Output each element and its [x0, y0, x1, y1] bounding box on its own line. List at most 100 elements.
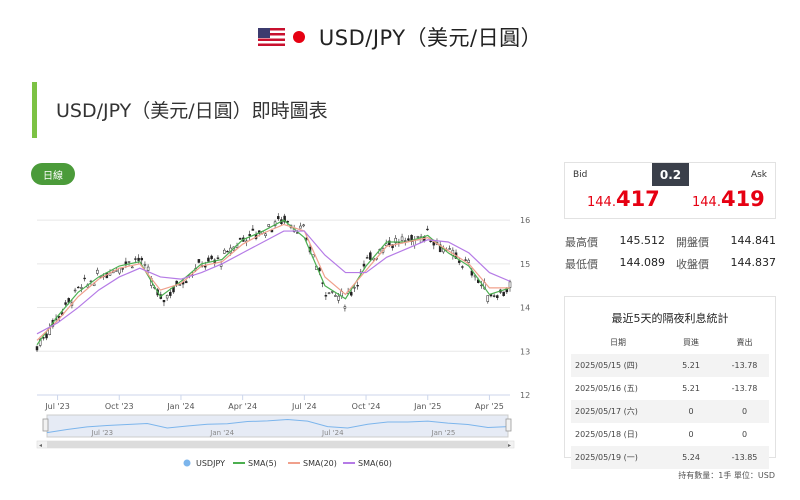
series-line-sma5: [36, 219, 511, 346]
candle-body: [64, 302, 67, 305]
row-sell: -13.85: [720, 446, 769, 469]
candle-body: [400, 236, 404, 241]
candle-body: [407, 238, 410, 241]
legend-label: USDJPY: [196, 459, 225, 468]
candle-body: [203, 265, 207, 268]
overnight-interest-table: 日期 買進 賣出 2025/05/15 (四) 5.21 -13.78 2025…: [571, 331, 769, 469]
candle-body: [448, 248, 451, 250]
row-sell: 0: [720, 400, 769, 423]
table-row: 2025/05/17 (六) 0 0: [571, 400, 769, 423]
row-buy: 0: [662, 400, 720, 423]
sell-column-header: 賣出: [736, 338, 753, 347]
candle-body: [277, 216, 280, 220]
legend-label: SMA(60): [358, 459, 392, 468]
section-title: USD/JPY（美元/日圓）即時圖表: [56, 100, 328, 122]
page-header: USD/JPY（美元/日圓）: [0, 22, 800, 52]
candle-body: [207, 257, 210, 262]
candle-body: [83, 277, 86, 280]
x-tick-label: Jan '24: [166, 402, 194, 411]
y-tick-label: 150: [520, 260, 530, 269]
candle-body: [416, 236, 420, 238]
table-row: 2025/05/18 (日) 0 0: [571, 423, 769, 446]
row-sell: -13.78: [720, 354, 769, 377]
stat-high: 最高價 145.512: [565, 234, 665, 249]
candle-body: [80, 287, 83, 289]
candle-body: [324, 295, 328, 297]
legend-label: SMA(20): [303, 459, 337, 468]
row-date: 2025/05/18 (日): [575, 430, 638, 439]
row-buy: 5.21: [682, 384, 700, 393]
row-date: 2025/05/17 (六): [571, 400, 662, 423]
candle-body: [251, 228, 255, 231]
row-date: 2025/05/19 (一): [571, 446, 662, 469]
row-buy: 5.21: [662, 354, 720, 377]
x-tick-label: Jul '24: [291, 402, 317, 411]
candle-body: [410, 234, 413, 242]
candle-body: [302, 224, 305, 227]
navigator-tick-label: Jan '25: [431, 429, 456, 437]
stat-open: 開盤價 144.841: [676, 234, 777, 249]
candle-body: [248, 234, 251, 236]
candle-body: [330, 291, 334, 293]
x-tick-label: Apr '24: [228, 402, 257, 411]
candle-body: [394, 237, 397, 244]
row-date: 2025/05/16 (五): [575, 384, 638, 393]
japan-flag-icon: [292, 31, 305, 43]
y-tick-label: 130: [520, 347, 530, 356]
daily-period-button[interactable]: 日線: [31, 163, 75, 185]
scroll-right-arrow: ▸: [508, 442, 511, 449]
candle-body: [283, 215, 286, 223]
candle-body: [356, 285, 359, 287]
bid-label: Bid: [573, 170, 588, 180]
x-tick-label: Oct '24: [352, 402, 381, 411]
navigator-tick-label: Jan '24: [209, 429, 234, 437]
stat-open-label: 開盤價: [676, 236, 709, 249]
candle-body: [223, 249, 226, 254]
ask-price: 144.419: [692, 187, 765, 211]
candle-body: [216, 257, 220, 259]
price-chart[interactable]: 120 130 140 150 160 Jul '23 Oct '23 Jan '24 Apr …: [0, 195, 530, 480]
candle-body: [226, 250, 229, 253]
candle-body: [267, 224, 270, 227]
candle-body: [210, 255, 213, 260]
navigator-series: [46, 419, 509, 434]
candle-body: [508, 281, 512, 288]
candle-body: [35, 346, 39, 351]
y-tick-label: 120: [520, 391, 530, 400]
ask-label: Ask: [750, 170, 767, 180]
row-sell: 0: [741, 430, 748, 439]
candle-body: [146, 266, 150, 271]
x-tick-label: Apr '25: [475, 402, 504, 411]
candle-body: [270, 229, 274, 233]
row-sell: -13.78: [731, 384, 758, 393]
row-date: 2025/05/15 (四): [571, 354, 662, 377]
candle-body: [438, 244, 442, 253]
candle-body: [461, 266, 464, 268]
x-tick-label: Oct '23: [105, 402, 134, 411]
y-tick-label: 140: [520, 304, 530, 313]
candle-body: [169, 291, 172, 296]
candle-body: [492, 295, 496, 297]
candle-body: [365, 257, 369, 259]
y-tick-label: 160: [520, 216, 530, 225]
stat-open-value: 144.841: [730, 234, 777, 247]
candle-body: [73, 289, 77, 292]
candle-body: [184, 281, 188, 284]
legend-label: SMA(5): [248, 459, 277, 468]
navigator-handle-right: [505, 418, 512, 432]
candle-body: [130, 266, 134, 269]
candle-body: [238, 237, 242, 240]
candle-body: [429, 240, 432, 243]
candle-body: [143, 264, 147, 266]
candle-body: [165, 295, 169, 299]
overnight-interest-title: 最近5天的隔夜利息統計: [611, 312, 729, 325]
series-line-sma20: [36, 223, 510, 341]
stat-low: 最低價 144.089: [565, 256, 665, 271]
quote-box: Bid Ask 0.2 144.417 144.419: [564, 162, 776, 219]
candle-body: [337, 295, 340, 301]
table-row: 2025/05/15 (四) 5.21 -13.78: [571, 354, 769, 377]
candle-body: [403, 240, 407, 242]
candle-body: [353, 287, 356, 289]
candle-body: [96, 269, 99, 274]
candle-body: [496, 295, 499, 298]
